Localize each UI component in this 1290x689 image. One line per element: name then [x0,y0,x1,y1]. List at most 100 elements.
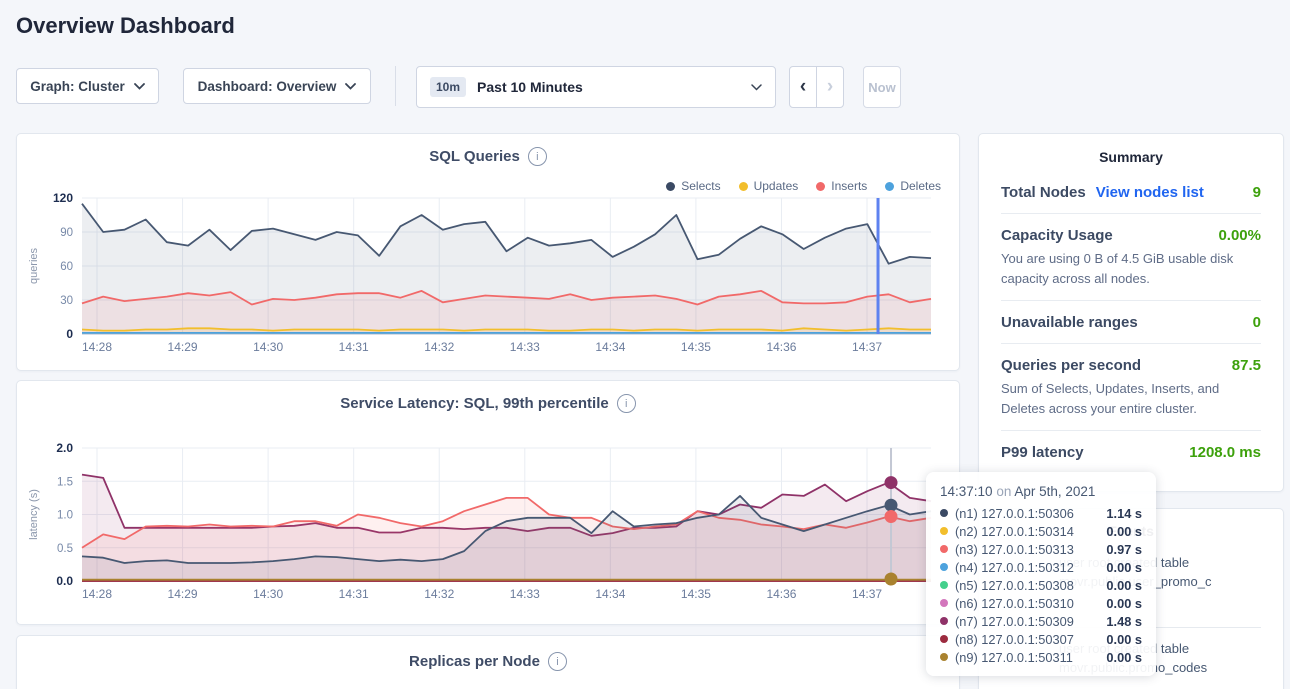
tooltip-node-label: (n4) 127.0.0.1:50312 [955,559,1074,575]
svg-text:0.5: 0.5 [57,543,73,555]
svg-text:queries: queries [28,247,40,284]
svg-text:30: 30 [60,295,73,307]
total-nodes-value: 9 [1252,184,1261,201]
tooltip-timestamp: 14:37:10 on Apr 5th, 2021 [940,484,1142,499]
sql-queries-chart[interactable]: 14:28 14:29 14:30 14:31 14:32 14:33 14:34 14:35… [17,134,961,370]
tooltip-on: on [996,484,1012,499]
time-prev-button[interactable]: ‹ [789,66,817,108]
tooltip-row: (n6) 127.0.0.1:50310 0.00 s [940,594,1142,612]
svg-text:60: 60 [60,261,73,273]
capacity-label: Capacity Usage [1001,227,1113,244]
view-nodes-link[interactable]: View nodes list [1095,184,1204,201]
p99-label: P99 latency [1001,444,1084,461]
svg-text:14:36: 14:36 [766,587,796,601]
chevron-down-icon [751,83,762,91]
info-icon[interactable]: i [616,394,636,413]
summary-capacity: Capacity Usage 0.00% You are using 0 B o… [1001,214,1261,301]
tooltip-node-value: 0.97 s [1106,541,1142,557]
time-range-selector[interactable]: 10m Past 10 Minutes [416,66,776,108]
chevron-down-icon [345,82,357,90]
svg-text:14:30: 14:30 [253,340,283,354]
node-color-dot-icon [940,653,948,661]
svg-text:14:32: 14:32 [424,587,454,601]
now-button: Now [863,66,901,108]
tooltip-time: 14:37:10 [940,484,993,499]
chart-hover-tooltip: 14:37:10 on Apr 5th, 2021 (n1) 127.0.0.1… [926,472,1156,676]
tooltip-row: (n5) 127.0.0.1:50308 0.00 s [940,576,1142,594]
chart-legend: Selects Updates Inserts Deletes [666,179,941,193]
tooltip-node-label: (n7) 127.0.0.1:50309 [955,613,1074,629]
info-icon[interactable]: i [527,147,547,166]
time-range-badge: 10m [430,77,467,97]
capacity-desc: You are using 0 B of 4.5 GiB usable disk… [1001,251,1234,286]
tooltip-node-value: 1.48 s [1106,613,1142,629]
svg-text:14:28: 14:28 [82,587,112,601]
chevron-down-icon [133,82,145,90]
svg-text:14:35: 14:35 [681,587,711,601]
svg-text:14:36: 14:36 [766,340,796,354]
sql-queries-title: SQL Queries [429,148,520,165]
dashboard-dropdown[interactable]: Dashboard: Overview [183,68,371,104]
svg-text:14:31: 14:31 [339,340,369,354]
svg-text:14:30: 14:30 [253,587,283,601]
svg-text:14:28: 14:28 [82,340,112,354]
node-color-dot-icon [940,599,948,607]
svg-text:1.0: 1.0 [57,510,73,522]
svg-text:latency (s): latency (s) [28,489,40,540]
summary-panel: Summary Total Nodes View nodes list 9 Ca… [978,133,1284,492]
svg-text:14:33: 14:33 [510,587,540,601]
svg-text:14:29: 14:29 [168,587,198,601]
tooltip-node-label: (n5) 127.0.0.1:50308 [955,577,1074,593]
node-color-dot-icon [940,563,948,571]
node-color-dot-icon [940,635,948,643]
node-color-dot-icon [940,545,948,553]
tooltip-rows: (n1) 127.0.0.1:50306 1.14 s (n2) 127.0.0.1… [940,504,1142,666]
svg-text:90: 90 [60,227,73,239]
summary-qps: Queries per second 87.5 Sum of Selects, … [1001,344,1261,431]
svg-text:14:34: 14:34 [595,340,625,354]
tooltip-node-value: 0.00 s [1106,577,1142,593]
tooltip-node-label: (n6) 127.0.0.1:50310 [955,595,1074,611]
svg-text:14:31: 14:31 [339,587,369,601]
node-color-dot-icon [940,581,948,589]
legend-dot-icon [885,181,895,191]
tooltip-node-value: 0.00 s [1106,595,1142,611]
tooltip-row: (n2) 127.0.0.1:50314 0.00 s [940,522,1142,540]
tooltip-row: (n9) 127.0.0.1:50311 0.00 s [940,648,1142,666]
svg-text:14:34: 14:34 [595,587,625,601]
legend-item: Updates [738,179,798,193]
svg-text:14:37: 14:37 [852,340,882,354]
graph-dropdown[interactable]: Graph: Cluster [16,68,159,104]
summary-unavailable-ranges: Unavailable ranges 0 [1001,301,1261,344]
tooltip-row: (n4) 127.0.0.1:50312 0.00 s [940,558,1142,576]
tooltip-date: Apr 5th, 2021 [1014,484,1096,499]
service-latency-title: Service Latency: SQL, 99th percentile [340,395,609,412]
tooltip-node-label: (n1) 127.0.0.1:50306 [955,505,1074,521]
tooltip-node-label: (n2) 127.0.0.1:50314 [955,523,1074,539]
dashboard-dropdown-label: Dashboard: Overview [197,78,337,94]
replicas-per-node-card: Replicas per Node i [16,635,960,689]
info-icon[interactable]: i [547,652,567,671]
toolbar-divider [395,66,396,106]
svg-text:14:37: 14:37 [852,587,882,601]
capacity-value: 0.00% [1218,227,1261,244]
svg-text:14:33: 14:33 [510,340,540,354]
svg-text:1.5: 1.5 [57,476,73,488]
node-color-dot-icon [940,527,948,535]
unavailable-ranges-value: 0 [1252,314,1261,331]
legend-label: Inserts [831,179,868,193]
legend-item: Selects [666,179,721,193]
total-nodes-label: Total Nodes [1001,184,1086,201]
svg-text:120: 120 [53,191,73,205]
tooltip-row: (n8) 127.0.0.1:50307 0.00 s [940,630,1142,648]
tooltip-row: (n1) 127.0.0.1:50306 1.14 s [940,504,1142,522]
legend-dot-icon [666,181,676,191]
legend-label: Deletes [900,179,941,193]
latency-chart[interactable]: 14:28 14:29 14:30 14:31 14:32 14:33 14:34 14:35… [17,381,961,624]
time-range-label: Past 10 Minutes [477,79,583,95]
graph-dropdown-label: Graph: Cluster [30,78,125,94]
qps-value: 87.5 [1231,357,1261,374]
node-color-dot-icon [940,509,948,517]
legend-item: Deletes [885,179,941,193]
